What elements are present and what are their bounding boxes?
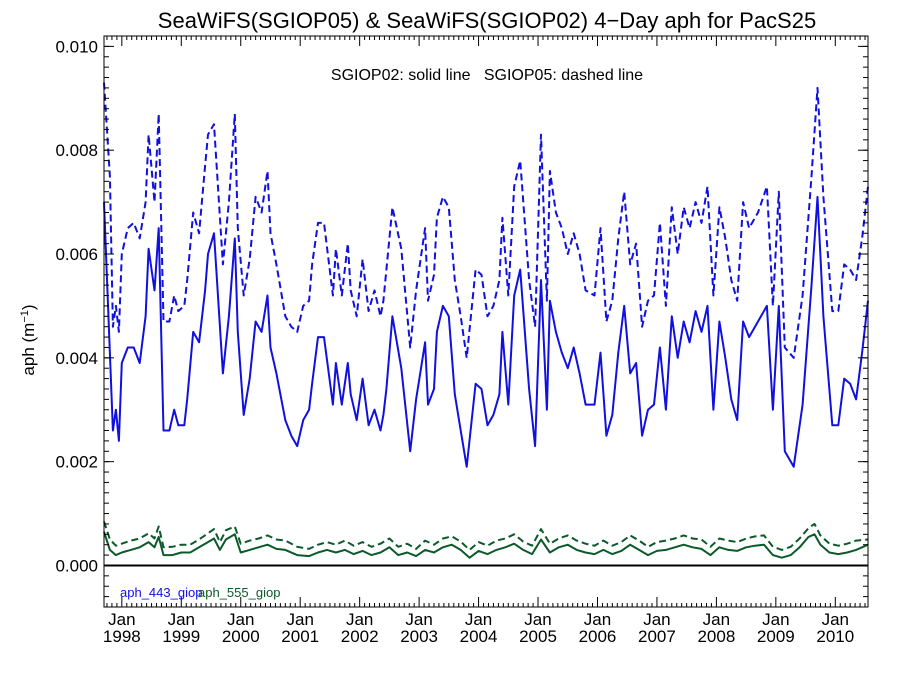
chart-title: SeaWiFS(SGIOP05) & SeaWiFS(SGIOP02) 4−Da…	[158, 8, 816, 33]
y-axis-label-close: )	[19, 304, 38, 310]
x-tick-label-year: 1998	[103, 627, 141, 646]
x-axis: Jan1998Jan1999Jan2000Jan2001Jan2002Jan20…	[103, 36, 866, 646]
x-tick-label-year: 2004	[460, 627, 498, 646]
y-axis: 0.000 0.002 0.004 0.006 0.008 0.010	[55, 35, 868, 608]
x-tick-label-year: 2010	[816, 627, 854, 646]
x-tick-label-month: Jan	[108, 610, 135, 629]
x-tick-label-month: Jan	[465, 610, 492, 629]
x-tick-label-year: 2006	[579, 627, 617, 646]
y-tick-label: 0.008	[55, 141, 98, 160]
y-tick-label: 0.000	[55, 556, 98, 575]
x-tick-label-month: Jan	[703, 610, 730, 629]
x-tick-label-year: 1999	[162, 627, 200, 646]
x-tick-label-month: Jan	[168, 610, 195, 629]
series-line-aph_555_giop-dashed	[103, 521, 869, 551]
y-axis-label-unit-exponent: −1	[19, 310, 31, 323]
y-tick-label: 0.004	[55, 349, 98, 368]
x-tick-label-month: Jan	[643, 610, 670, 629]
legend-label-443: aph_443_giop	[120, 585, 202, 600]
x-tick-label-month: Jan	[524, 610, 551, 629]
y-axis-label: aph (m−1)	[19, 304, 38, 375]
legend-label-555: aph_555_giop	[198, 585, 280, 600]
x-tick-label-year: 2000	[222, 627, 260, 646]
plot-frame	[103, 35, 869, 608]
x-tick-label-month: Jan	[762, 610, 789, 629]
line-style-note: SGIOP02: solid line SGIOP05: dashed line	[331, 67, 643, 84]
x-tick-label-month: Jan	[822, 610, 849, 629]
x-tick-label-month: Jan	[405, 610, 432, 629]
x-tick-label-year: 2005	[519, 627, 557, 646]
x-tick-label-month: Jan	[227, 610, 254, 629]
x-tick-label-month: Jan	[346, 610, 373, 629]
y-tick-label: 0.006	[55, 245, 98, 264]
series-line-aph_555_giop-solid	[103, 531, 869, 559]
x-tick-label-month: Jan	[286, 610, 313, 629]
x-tick-label-year: 2009	[757, 627, 795, 646]
x-tick-label-year: 2003	[400, 627, 438, 646]
series-line-aph_443_giop-dashed	[103, 82, 869, 359]
series-layer	[103, 82, 869, 559]
x-tick-label-year: 2001	[281, 627, 319, 646]
x-tick-label-year: 2007	[638, 627, 676, 646]
y-tick-label: 0.010	[55, 37, 98, 56]
x-tick-label-year: 2008	[697, 627, 735, 646]
x-tick-label-year: 2002	[341, 627, 379, 646]
series-line-aph_443_giop-solid	[103, 195, 869, 468]
x-tick-label-month: Jan	[584, 610, 611, 629]
y-axis-label-text: aph (m	[19, 323, 38, 376]
y-tick-label: 0.002	[55, 453, 98, 472]
